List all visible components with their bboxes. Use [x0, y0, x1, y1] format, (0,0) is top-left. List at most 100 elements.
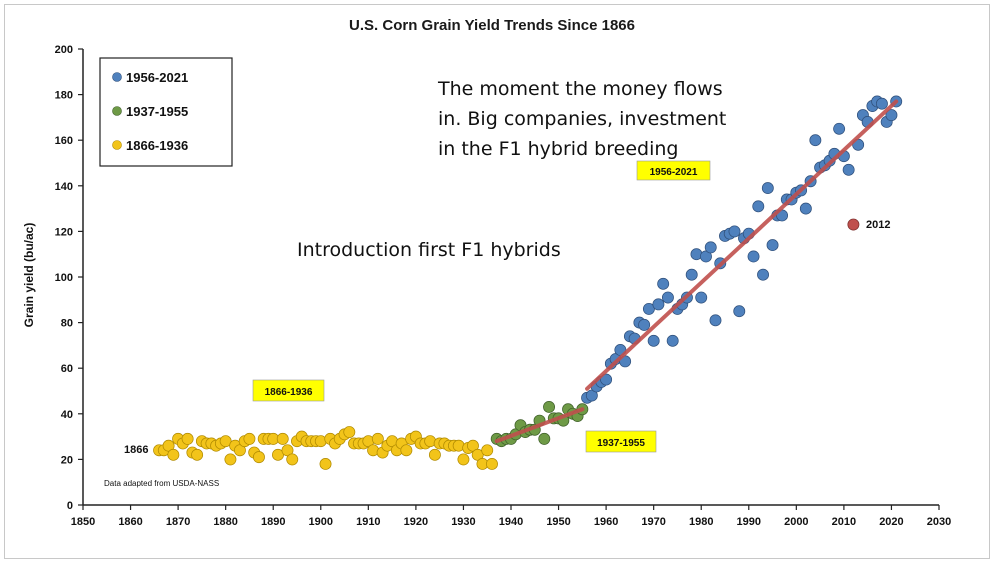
data-point — [647, 334, 660, 347]
x-tick-label: 1890 — [261, 516, 285, 528]
data-point — [747, 250, 760, 263]
y-tick-label: 100 — [55, 272, 73, 284]
data-point — [799, 202, 812, 215]
data-point — [709, 314, 722, 327]
data-point — [428, 448, 441, 461]
data-point — [704, 241, 717, 254]
y-tick-label: 160 — [55, 135, 73, 147]
data-point — [319, 458, 332, 470]
x-tick-label: 1940 — [499, 516, 523, 528]
trend-line — [494, 407, 585, 444]
x-tick-label: 1970 — [641, 516, 665, 528]
data-point — [638, 318, 651, 331]
y-tick-label: 0 — [67, 500, 73, 512]
data-point — [538, 432, 551, 445]
data-point — [167, 448, 180, 461]
source-note: Data adapted from USDA-NASS — [104, 479, 219, 488]
x-tick-label: 1860 — [118, 516, 142, 528]
data-point — [809, 134, 822, 147]
y-tick-label: 80 — [61, 318, 73, 330]
annotation-line-2: in. Big companies, investment — [438, 108, 726, 130]
x-tick-label: 1960 — [594, 516, 618, 528]
data-point — [457, 453, 470, 466]
legend: 1956-2021 1937-1955 1866-1936 — [99, 57, 233, 167]
tag-1866-1936: 1866-1936 — [252, 379, 325, 402]
data-point — [600, 373, 613, 386]
tag-1956-2021: 1956-2021 — [636, 160, 711, 181]
x-tick-label: 1930 — [451, 516, 475, 528]
data-point — [833, 122, 846, 135]
legend-marker-1956-2021 — [112, 72, 122, 82]
data-point — [661, 291, 674, 304]
legend-label-1937-1955: 1937-1955 — [126, 104, 188, 119]
x-tick-label: 1850 — [71, 516, 95, 528]
data-point — [885, 109, 898, 122]
annotation-line-3: in the F1 hybrid breeding — [438, 138, 678, 160]
y-tick-label: 200 — [55, 44, 73, 56]
x-tick-label: 1920 — [404, 516, 428, 528]
data-point — [481, 444, 494, 457]
x-tick-label: 1870 — [166, 516, 190, 528]
annotation-line-1: The moment the money flows — [437, 78, 723, 100]
series-2012 — [847, 218, 860, 231]
data-point — [842, 163, 855, 176]
data-point — [276, 432, 289, 445]
data-point — [642, 302, 655, 315]
tag-label-1956-2021: 1956-2021 — [650, 167, 698, 178]
y-axis-label: Grain yield (bu/ac) — [22, 223, 36, 328]
axes — [78, 48, 940, 510]
data-point — [219, 435, 232, 448]
data-point — [752, 200, 765, 213]
point-label-1866: 1866 — [124, 444, 148, 456]
y-tick-label: 120 — [55, 226, 73, 238]
legend-box — [99, 57, 233, 167]
y-tick-label: 20 — [61, 454, 73, 466]
data-point — [272, 448, 284, 461]
data-point — [766, 239, 779, 252]
legend-label-1866-1936: 1866-1936 — [126, 138, 188, 153]
data-point — [847, 218, 860, 231]
x-tick-label: 2030 — [927, 516, 951, 528]
trend-line — [585, 99, 899, 391]
data-point — [733, 305, 746, 318]
x-tick-label: 1950 — [546, 516, 570, 528]
data-point — [224, 453, 237, 466]
x-tick-label: 2000 — [784, 516, 808, 528]
y-tick-label: 140 — [55, 181, 73, 193]
data-point — [253, 451, 265, 464]
data-point — [685, 268, 698, 281]
data-point — [757, 268, 769, 281]
data-point — [652, 298, 665, 311]
legend-marker-1937-1955 — [112, 106, 122, 116]
tag-1937-1955: 1937-1955 — [585, 430, 657, 453]
x-tick-label: 2020 — [879, 516, 903, 528]
annotation-money-flows: The moment the money flows in. Big compa… — [437, 78, 726, 160]
x-tick-label: 1900 — [309, 516, 333, 528]
y-tick-label: 40 — [61, 409, 73, 421]
tag-label-1866-1936: 1866-1936 — [265, 387, 313, 398]
legend-label-1956-2021: 1956-2021 — [126, 70, 188, 85]
data-point — [657, 277, 670, 290]
data-point — [243, 432, 256, 445]
trend-lines — [494, 99, 899, 444]
data-point — [666, 334, 679, 347]
y-tick-label: 60 — [61, 363, 73, 375]
series-1866-1936 — [153, 426, 498, 470]
data-point — [191, 448, 204, 461]
point-label-2012: 2012 — [866, 219, 890, 231]
data-point — [761, 182, 774, 195]
x-tick-label: 1880 — [213, 516, 237, 528]
data-point — [875, 97, 888, 110]
data-point — [286, 453, 299, 466]
annotation-f1-hybrids: Introduction first F1 hybrids — [297, 239, 561, 261]
tick-labels: 1850 1860 1870 1880 1890 1900 1910 1920 1930 1940… — [55, 44, 952, 528]
x-tick-label: 1980 — [689, 516, 713, 528]
data-point — [695, 291, 708, 304]
legend-marker-1866-1936 — [112, 140, 122, 150]
data-point — [371, 432, 384, 445]
data-point — [486, 458, 498, 470]
y-tick-label: 180 — [55, 90, 73, 102]
x-tick-label: 1910 — [356, 516, 380, 528]
data-point — [543, 401, 555, 413]
chart-title: U.S. Corn Grain Yield Trends Since 1866 — [349, 17, 635, 34]
